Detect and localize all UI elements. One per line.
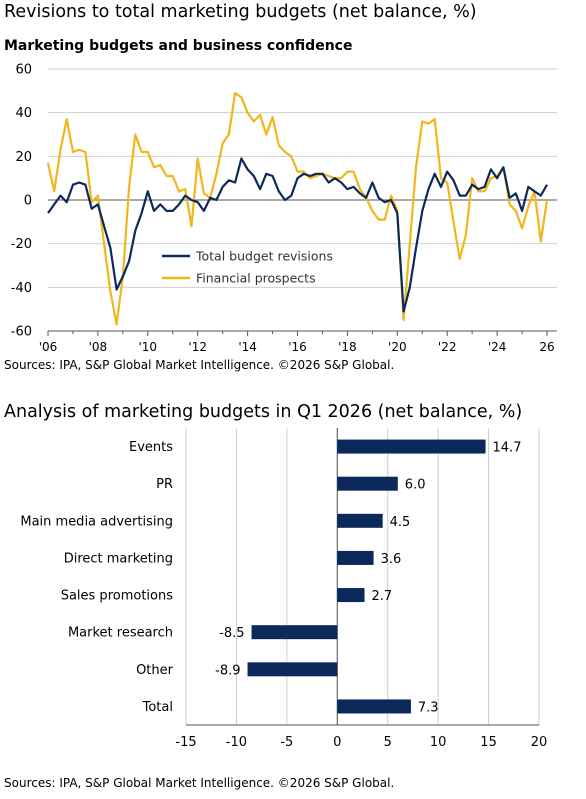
category-label: Total: [142, 700, 173, 715]
bar-chart: -15 -10 -5 0 5 10 15 20 Events 14.7 PR 6.0 Main medi…: [20, 428, 548, 750]
legend: Total budget revisions Financial prospect…: [162, 249, 333, 286]
y-tick-label: -40: [11, 281, 32, 296]
x-tick-label: 26: [539, 340, 554, 354]
chart2-title: Analysis of marketing budgets in Q1 2026…: [4, 402, 523, 422]
x-tick-label: '18: [338, 340, 357, 354]
bar: [337, 513, 383, 528]
chart2-source: Sources: IPA, S&P Global Market Intellig…: [4, 776, 395, 790]
x-tick-label: 15: [480, 735, 497, 750]
bar: [251, 625, 338, 640]
data-label: 4.5: [390, 515, 411, 530]
data-label: 7.3: [418, 700, 439, 715]
x-tick-label: 5: [384, 735, 392, 750]
line-chart: 60 40 20 0 -20 -40 -60 '06 '08 '10 '12 '14 '16 '18 '20…: [11, 63, 557, 354]
x-tick-label: '06: [39, 340, 58, 354]
x-tick-label: -15: [175, 735, 196, 750]
x-tick-label: 0: [333, 735, 341, 750]
bar: [337, 550, 374, 565]
category-label: PR: [156, 477, 173, 492]
series-line-total-budget-revisions: [47, 157, 548, 313]
x-tick-label: '16: [288, 340, 307, 354]
category-label: Sales promotions: [61, 589, 174, 604]
x-tick-label: '10: [139, 340, 158, 354]
legend-label: Total budget revisions: [195, 249, 333, 264]
data-label: 6.0: [405, 478, 426, 493]
y-tick-label: 40: [15, 106, 32, 121]
y-tick-label: -60: [11, 325, 32, 340]
category-label: Main media advertising: [20, 514, 173, 529]
data-label: 14.7: [493, 441, 522, 456]
category-label: Other: [136, 663, 174, 678]
category-label: Direct marketing: [64, 551, 173, 566]
y-tick-label: 20: [15, 150, 32, 165]
x-tick-label: '22: [438, 340, 457, 354]
page-title: Revisions to total marketing budgets (ne…: [4, 2, 477, 22]
x-tick-label: 20: [531, 735, 548, 750]
bar: [337, 699, 411, 714]
data-label: 2.7: [372, 589, 393, 604]
x-tick-label: -10: [226, 735, 247, 750]
data-label: -8.5: [219, 626, 244, 641]
x-tick-label: '12: [188, 340, 207, 354]
chart1-source: Sources: IPA, S&P Global Market Intellig…: [4, 358, 395, 372]
category-label: Market research: [68, 626, 173, 641]
x-tick-label: -5: [280, 735, 293, 750]
legend-label: Financial prospects: [196, 271, 316, 286]
x-tick-label: 10: [430, 735, 447, 750]
x-tick-label: '24: [488, 340, 507, 354]
data-label: -8.9: [215, 663, 240, 678]
y-tick-label: 60: [15, 63, 32, 78]
bar: [337, 476, 398, 491]
x-tick-label: '20: [388, 340, 407, 354]
x-tick-label: '08: [89, 340, 108, 354]
bar: [337, 439, 486, 454]
bar: [337, 588, 365, 603]
series-line-financial-prospects: [46, 91, 549, 326]
bar: [247, 662, 338, 677]
data-label: 3.6: [381, 552, 402, 567]
y-tick-label: 0: [24, 194, 32, 209]
chart1-title: Marketing budgets and business confidenc…: [4, 38, 353, 54]
x-tick-label: '14: [238, 340, 257, 354]
y-tick-label: -20: [11, 237, 32, 252]
category-label: Events: [129, 440, 173, 455]
